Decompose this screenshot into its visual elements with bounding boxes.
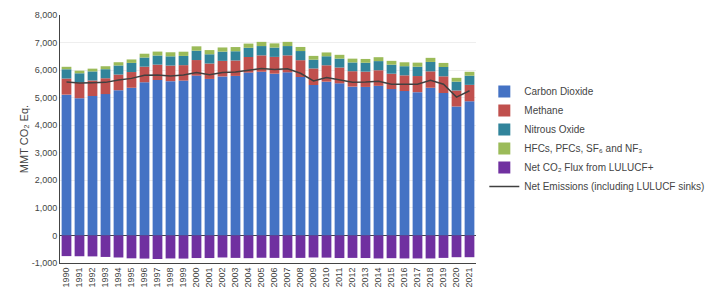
svg-text:2021: 2021 — [464, 268, 474, 288]
svg-text:1994: 1994 — [113, 268, 123, 288]
svg-text:Methane: Methane — [524, 105, 563, 116]
svg-text:6,000: 6,000 — [35, 65, 58, 75]
svg-text:2,000: 2,000 — [35, 175, 58, 185]
svg-text:2004: 2004 — [243, 268, 253, 288]
svg-text:2007: 2007 — [282, 268, 292, 288]
svg-text:2019: 2019 — [438, 268, 448, 288]
svg-text:1993: 1993 — [100, 268, 110, 288]
svg-text:8,000: 8,000 — [35, 10, 58, 20]
svg-text:5,000: 5,000 — [35, 93, 58, 103]
svg-text:2020: 2020 — [451, 268, 461, 288]
svg-text:7,000: 7,000 — [35, 38, 58, 48]
svg-text:4,000: 4,000 — [35, 120, 58, 130]
svg-text:Net Emissions (including LULUC: Net Emissions (including LULUCF sinks) — [524, 181, 704, 192]
svg-text:Nitrous Oxide: Nitrous Oxide — [524, 124, 585, 135]
svg-text:1999: 1999 — [178, 268, 188, 288]
svg-text:2001: 2001 — [204, 268, 214, 288]
svg-text:1992: 1992 — [87, 268, 97, 288]
svg-text:2005: 2005 — [256, 268, 266, 288]
svg-text:2009: 2009 — [308, 268, 318, 288]
svg-text:2012: 2012 — [347, 268, 357, 288]
svg-text:2010: 2010 — [321, 268, 331, 288]
svg-text:2002: 2002 — [217, 268, 227, 288]
svg-text:1996: 1996 — [139, 268, 149, 288]
svg-text:HFCs, PFCs, SF₆ and NF₃: HFCs, PFCs, SF₆ and NF₃ — [524, 143, 642, 154]
svg-text:Net CO₂ Flux from LULUCF+: Net CO₂ Flux from LULUCF+ — [524, 162, 653, 173]
svg-text:2015: 2015 — [386, 268, 396, 288]
svg-text:2016: 2016 — [399, 268, 409, 288]
svg-text:2014: 2014 — [373, 268, 383, 288]
svg-text:1991: 1991 — [74, 268, 84, 288]
svg-text:2018: 2018 — [425, 268, 435, 288]
svg-text:1995: 1995 — [126, 268, 136, 288]
svg-text:2017: 2017 — [412, 268, 422, 288]
svg-text:2013: 2013 — [360, 268, 370, 288]
svg-text:2006: 2006 — [269, 268, 279, 288]
svg-text:2000: 2000 — [191, 268, 201, 288]
svg-text:Carbon Dioxide: Carbon Dioxide — [524, 86, 593, 97]
svg-text:1997: 1997 — [152, 268, 162, 288]
svg-text:-1,000: -1,000 — [32, 258, 58, 268]
svg-text:0: 0 — [52, 231, 57, 241]
svg-text:1990: 1990 — [61, 268, 71, 288]
svg-text:3,000: 3,000 — [35, 148, 58, 158]
svg-text:2008: 2008 — [295, 268, 305, 288]
svg-text:1998: 1998 — [165, 268, 175, 288]
svg-text:2011: 2011 — [334, 268, 344, 287]
svg-text:1,000: 1,000 — [35, 203, 58, 213]
svg-text:MMT CO₂ Eq.: MMT CO₂ Eq. — [18, 105, 30, 173]
svg-text:2003: 2003 — [230, 268, 240, 288]
